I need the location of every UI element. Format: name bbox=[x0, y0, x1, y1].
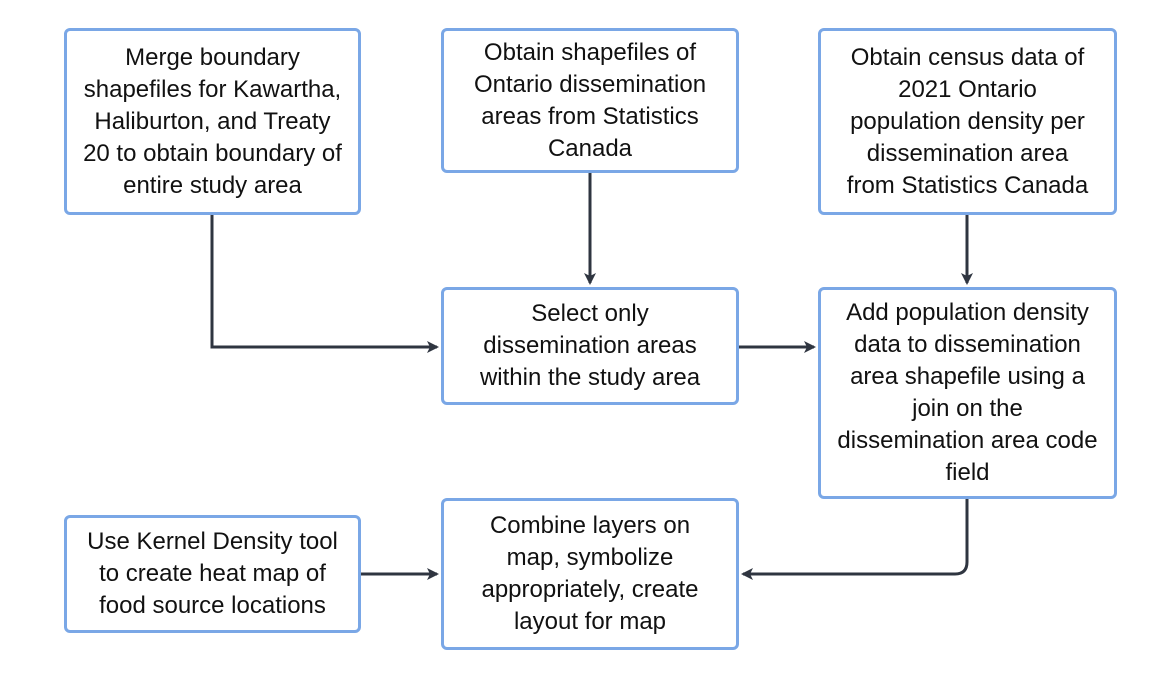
node-add-population-density: Add population density data to dissemina… bbox=[818, 287, 1117, 499]
node-kernel-density: Use Kernel Density tool to create heat m… bbox=[64, 515, 361, 633]
node-combine-layers: Combine layers on map, symbolize appropr… bbox=[441, 498, 739, 650]
node-merge-boundaries: Merge boundary shapefiles for Kawartha, … bbox=[64, 28, 361, 215]
arrow-add-to-combine bbox=[741, 499, 969, 580]
node-obtain-census-data: Obtain census data of 2021 Ontario popul… bbox=[818, 28, 1117, 215]
node-obtain-shapefiles: Obtain shapefiles of Ontario disseminati… bbox=[441, 28, 739, 173]
node-select-areas: Select only dissemination areas within t… bbox=[441, 287, 739, 405]
arrow-merge-to-select bbox=[210, 215, 439, 353]
